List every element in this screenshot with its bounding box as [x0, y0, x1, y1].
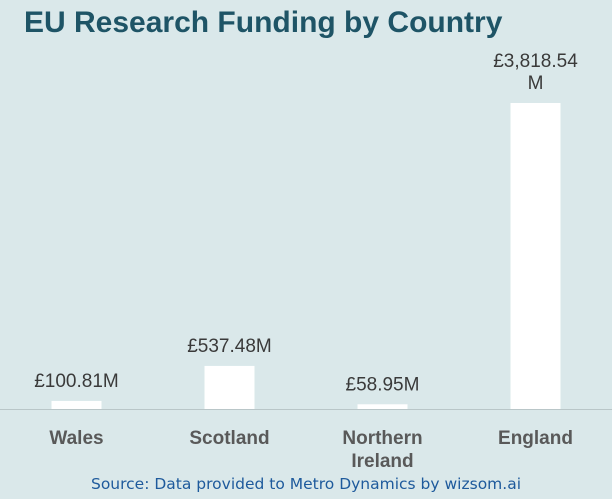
- data-label: £3,818.54: [493, 51, 578, 72]
- bar: [357, 404, 408, 409]
- data-label: £537.48M: [187, 336, 272, 357]
- x-tick-label: Wales: [49, 428, 103, 449]
- x-tick-label: Ireland: [351, 451, 413, 472]
- source-note: Source: Data provided to Metro Dynamics …: [90, 475, 522, 493]
- x-tick-label: Northern: [342, 428, 422, 449]
- bar: [204, 365, 255, 409]
- bar: [510, 103, 561, 409]
- data-label: M: [528, 73, 544, 94]
- data-label: £58.95M: [346, 374, 420, 395]
- bar: [51, 400, 102, 409]
- x-tick-label: England: [498, 428, 573, 449]
- x-tick-label: Scotland: [189, 428, 269, 449]
- chart-title: EU Research Funding by Country: [24, 6, 503, 39]
- data-label: £100.81M: [34, 371, 119, 392]
